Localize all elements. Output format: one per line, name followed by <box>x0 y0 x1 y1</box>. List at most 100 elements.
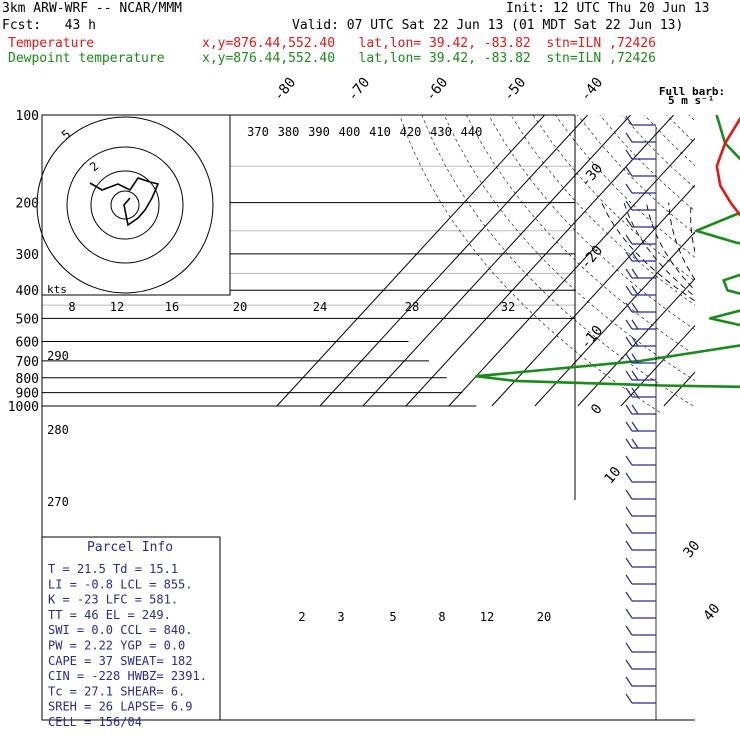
dewpoint-label: Dewpoint temperature <box>8 51 165 66</box>
wind-barb-flag <box>625 132 633 143</box>
theta-side-label: 270 <box>47 495 69 509</box>
parcel-info-row: SREH = 26 LAPSE= 6.9 <box>48 700 193 714</box>
pressure-tick-label: 900 <box>16 387 39 402</box>
hodograph-ring <box>110 190 140 220</box>
wind-barb-flag <box>625 183 633 194</box>
isotherm <box>319 115 588 407</box>
parcel-info-row: CAPE = 37 SWEAT= 182 <box>48 654 193 668</box>
wind-barb-flag <box>625 472 633 483</box>
dry-adiabat <box>644 115 695 166</box>
parcel-info-row: CIN = -228 HWBZ= 2391. <box>48 669 207 683</box>
isotherm-label: -30 <box>578 161 607 191</box>
parcel-info-title: Parcel Info <box>87 540 173 555</box>
isotherm-label: 30 <box>680 538 703 561</box>
theta-label: 390 <box>308 125 330 139</box>
valid-time: Valid: 07 UTC Sat 22 Jun 13 (01 MDT Sat … <box>292 18 684 33</box>
moist-adiabat <box>623 202 695 298</box>
mixing-ratio-label: 5 <box>389 610 396 624</box>
wind-barb-flag <box>631 438 639 449</box>
speed-tick-label: 20 <box>233 300 247 314</box>
init-time: Init: 12 UTC Thu 20 Jun 13 <box>506 1 710 16</box>
wind-barb-flag <box>625 217 633 228</box>
wind-barb-flag <box>631 251 639 262</box>
isotherm <box>362 115 631 407</box>
parcel-info-row: PW = 2.22 YGP = 0.0 <box>48 639 185 653</box>
hodograph-trace <box>89 177 160 227</box>
wind-barb-flag <box>631 302 639 313</box>
speed-tick-label: 16 <box>165 300 179 314</box>
pressure-tick-label: 100 <box>16 109 39 124</box>
pressure-tick-label: 500 <box>16 312 39 327</box>
wind-barb-flag <box>625 166 633 177</box>
wind-barb-flag <box>625 387 633 398</box>
isotherm <box>577 277 695 407</box>
wind-barb-flag <box>625 200 633 211</box>
theta-label: 400 <box>339 125 361 139</box>
wind-barb-flag <box>631 353 639 364</box>
parcel-info-row: T = 21.5 Td = 15.1 <box>48 562 178 576</box>
isotherm <box>491 184 695 407</box>
speed-tick-label: 8 <box>68 300 75 314</box>
pressure-tick-label: 300 <box>16 248 39 263</box>
hodograph-box <box>41 114 231 296</box>
wind-barb-flag <box>625 319 633 330</box>
isotherm-label: 40 <box>700 601 723 624</box>
wind-barb-flag <box>625 557 633 568</box>
isotherm-label: 0 <box>588 401 606 418</box>
isotherm <box>663 371 695 407</box>
wind-barb-flag <box>625 149 633 160</box>
dry-adiabat <box>488 115 695 331</box>
wind-barb-flag <box>625 404 633 415</box>
wind-barb-flag <box>625 574 633 585</box>
wind-barb-flag <box>625 421 633 432</box>
wind-barb-flag <box>625 353 633 364</box>
moist-adiabat <box>645 202 695 292</box>
wind-barb-flag <box>631 421 639 432</box>
wind-barb-flag <box>625 302 633 313</box>
speed-tick-label: 12 <box>110 300 124 314</box>
dry-adiabat <box>399 115 660 413</box>
isotherm <box>276 115 545 407</box>
dry-adiabat <box>711 115 740 412</box>
dewpoint-location: x,y=876.44,552.40 lat,lon= 39.42, -83.82… <box>202 51 656 66</box>
pressure-tick-label: 600 <box>16 335 39 350</box>
dry-adiabat <box>666 115 695 144</box>
parcel-info-box <box>41 536 221 721</box>
mixing-ratio-label: 2 <box>298 610 305 624</box>
parcel-info-row: SWI = 0.0 CCL = 840. <box>48 623 193 637</box>
wind-barb-flag <box>625 540 633 551</box>
dry-adiabat <box>443 115 695 382</box>
isotherm <box>707 115 740 406</box>
moist-adiabat <box>690 202 695 254</box>
temperature-location: x,y=876.44,552.40 lat,lon= 39.42, -83.82… <box>202 36 656 51</box>
forecast-hour: Fcst: 43 h <box>2 18 96 33</box>
barb-legend-title: Full barb: <box>659 85 725 98</box>
mixing-ratio-label: 3 <box>337 610 344 624</box>
isotherm-label: -20 <box>578 243 607 273</box>
parcel-info-row: TT = 46 EL = 249. <box>48 608 171 622</box>
isotherm <box>405 115 674 407</box>
speed-tick-label: 32 <box>501 300 515 314</box>
model-title: 3km ARW-WRF -- NCAR/MMM <box>2 1 183 16</box>
pressure-tick-label: 400 <box>16 284 39 299</box>
parcel-info-row: CELL = 156/04 <box>48 715 142 729</box>
dry-adiabat <box>577 115 695 235</box>
theta-label: 370 <box>247 125 269 139</box>
wind-barb-flag <box>625 676 633 687</box>
plot-area <box>42 115 740 413</box>
wind-barb-flag <box>625 268 633 279</box>
wind-barb-flag <box>625 523 633 534</box>
dewpoint-profile <box>474 114 740 389</box>
isotherm-label: -70 <box>345 75 374 105</box>
isotherm-label: -10 <box>578 323 607 353</box>
theta-label: 440 <box>461 125 483 139</box>
dry-adiabat <box>466 115 695 356</box>
wind-barb-flag <box>631 319 639 330</box>
pressure-tick-label: 200 <box>16 197 39 212</box>
moist-adiabat <box>668 202 695 281</box>
wind-barb-flag <box>625 115 633 126</box>
wind-barb-flag <box>631 370 639 381</box>
mixing-ratio-label: 8 <box>438 610 445 624</box>
wind-barb-flag <box>625 489 633 500</box>
